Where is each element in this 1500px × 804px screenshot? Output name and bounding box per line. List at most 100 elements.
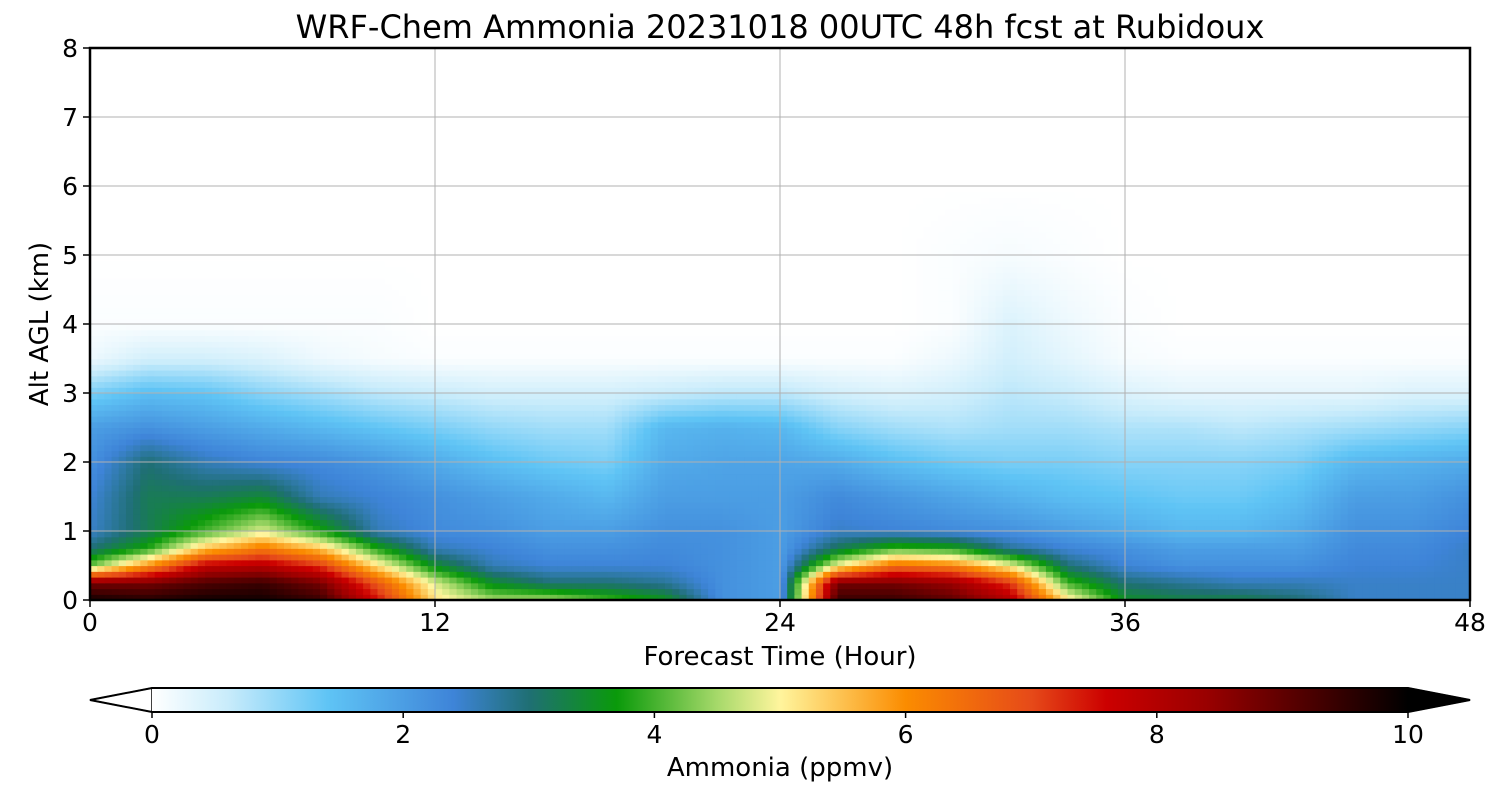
heatmap-cell (780, 479, 788, 486)
heatmap-cell (492, 559, 501, 567)
heatmap-cell (377, 554, 386, 561)
heatmap-cell (1362, 519, 1370, 526)
heatmap-cell (700, 456, 709, 463)
heatmap-cell (1103, 594, 1112, 600)
heatmap-cell (938, 554, 946, 561)
heatmap-cell (492, 508, 501, 515)
heatmap-cell (528, 456, 537, 463)
heatmap-cell (1160, 525, 1169, 532)
heatmap-cell (90, 519, 98, 526)
heatmap-cell (1283, 502, 1291, 509)
heatmap-cell (514, 559, 522, 567)
heatmap-cell (693, 479, 702, 486)
heatmap-cell (449, 594, 458, 600)
heatmap-cell (665, 531, 673, 538)
heatmap-cell (550, 582, 558, 590)
heatmap-cell (1319, 450, 1327, 457)
heatmap-cell (902, 473, 910, 480)
heatmap-cell (1081, 490, 1090, 498)
heatmap-cell (320, 565, 328, 572)
heatmap-cell (636, 536, 645, 544)
heatmap-cell (499, 490, 508, 498)
heatmap-cell (506, 479, 515, 486)
heatmap-cell (693, 571, 702, 578)
heatmap-cell (1261, 559, 1270, 567)
heatmap-cell (320, 467, 328, 475)
heatmap-cell (506, 508, 515, 515)
heatmap-cell (291, 456, 300, 463)
heatmap-cell (1441, 462, 1450, 469)
heatmap-cell (1045, 513, 1054, 521)
heatmap-cell (506, 519, 515, 526)
heatmap-cell (686, 536, 695, 544)
heatmap-cell (1225, 456, 1234, 463)
heatmap-cell (765, 571, 774, 578)
heatmap-cell (212, 525, 220, 532)
heatmap-cell (621, 462, 630, 469)
heatmap-cell (370, 594, 379, 600)
heatmap-cell (1347, 531, 1356, 538)
heatmap-cell (959, 450, 968, 457)
heatmap-cell (1182, 571, 1191, 578)
heatmap-cell (902, 594, 910, 600)
heatmap-cell (90, 490, 98, 498)
heatmap-cell (1218, 513, 1227, 521)
heatmap-cell (916, 473, 925, 480)
heatmap-cell (1038, 508, 1047, 515)
heatmap-cell (97, 473, 105, 480)
heatmap-cell (722, 582, 731, 590)
heatmap-cell (147, 559, 156, 567)
heatmap-cell (650, 479, 659, 486)
heatmap-cell (176, 565, 185, 572)
heatmap-cell (140, 456, 149, 463)
heatmap-cell (945, 531, 954, 538)
heatmap-cell (1024, 508, 1033, 515)
heatmap-cell (1232, 554, 1241, 561)
heatmap-cell (1110, 565, 1119, 572)
heatmap-cell (197, 456, 206, 463)
heatmap-cell (1060, 531, 1069, 538)
heatmap-cell (1225, 450, 1234, 457)
heatmap-cell (1211, 559, 1220, 567)
heatmap-cell (672, 594, 680, 600)
heatmap-cell (744, 571, 752, 578)
heatmap-cell (722, 485, 731, 492)
heatmap-cell (1340, 588, 1349, 595)
heatmap-cell (614, 542, 623, 549)
heatmap-cell (485, 554, 494, 561)
heatmap-cell (564, 485, 573, 492)
heatmap-cell (1081, 588, 1090, 595)
heatmap-cell (219, 450, 228, 457)
heatmap-cell (830, 462, 839, 469)
heatmap-cell (780, 565, 788, 572)
heatmap-cell (1045, 542, 1054, 549)
heatmap-cell (1254, 577, 1263, 584)
heatmap-cell (557, 508, 565, 515)
heatmap-cell (1398, 571, 1406, 578)
heatmap-cell (1024, 462, 1033, 469)
heatmap-cell (327, 479, 335, 486)
heatmap-cell (1347, 571, 1356, 578)
heatmap-cell (945, 582, 954, 590)
heatmap-cell (1240, 456, 1248, 463)
heatmap-cell (169, 519, 177, 526)
heatmap-cell (1110, 531, 1119, 538)
heatmap-cell (399, 536, 407, 544)
heatmap-cell (1383, 456, 1392, 463)
heatmap-cell (348, 565, 357, 572)
heatmap-cell (1074, 554, 1083, 561)
heatmap-cell (420, 571, 429, 578)
heatmap-cell (154, 490, 163, 498)
heatmap-cell (1290, 479, 1299, 486)
heatmap-cell (995, 502, 1004, 509)
heatmap-cell (370, 502, 379, 509)
heatmap-cell (1441, 450, 1450, 457)
heatmap-cell (801, 513, 810, 521)
heatmap-cell (1110, 582, 1119, 590)
heatmap-cell (1355, 473, 1363, 480)
heatmap-cell (564, 456, 573, 463)
heatmap-cell (133, 554, 141, 561)
heatmap-cell (197, 548, 206, 555)
heatmap-cell (240, 502, 249, 509)
heatmap-cell (866, 559, 875, 567)
